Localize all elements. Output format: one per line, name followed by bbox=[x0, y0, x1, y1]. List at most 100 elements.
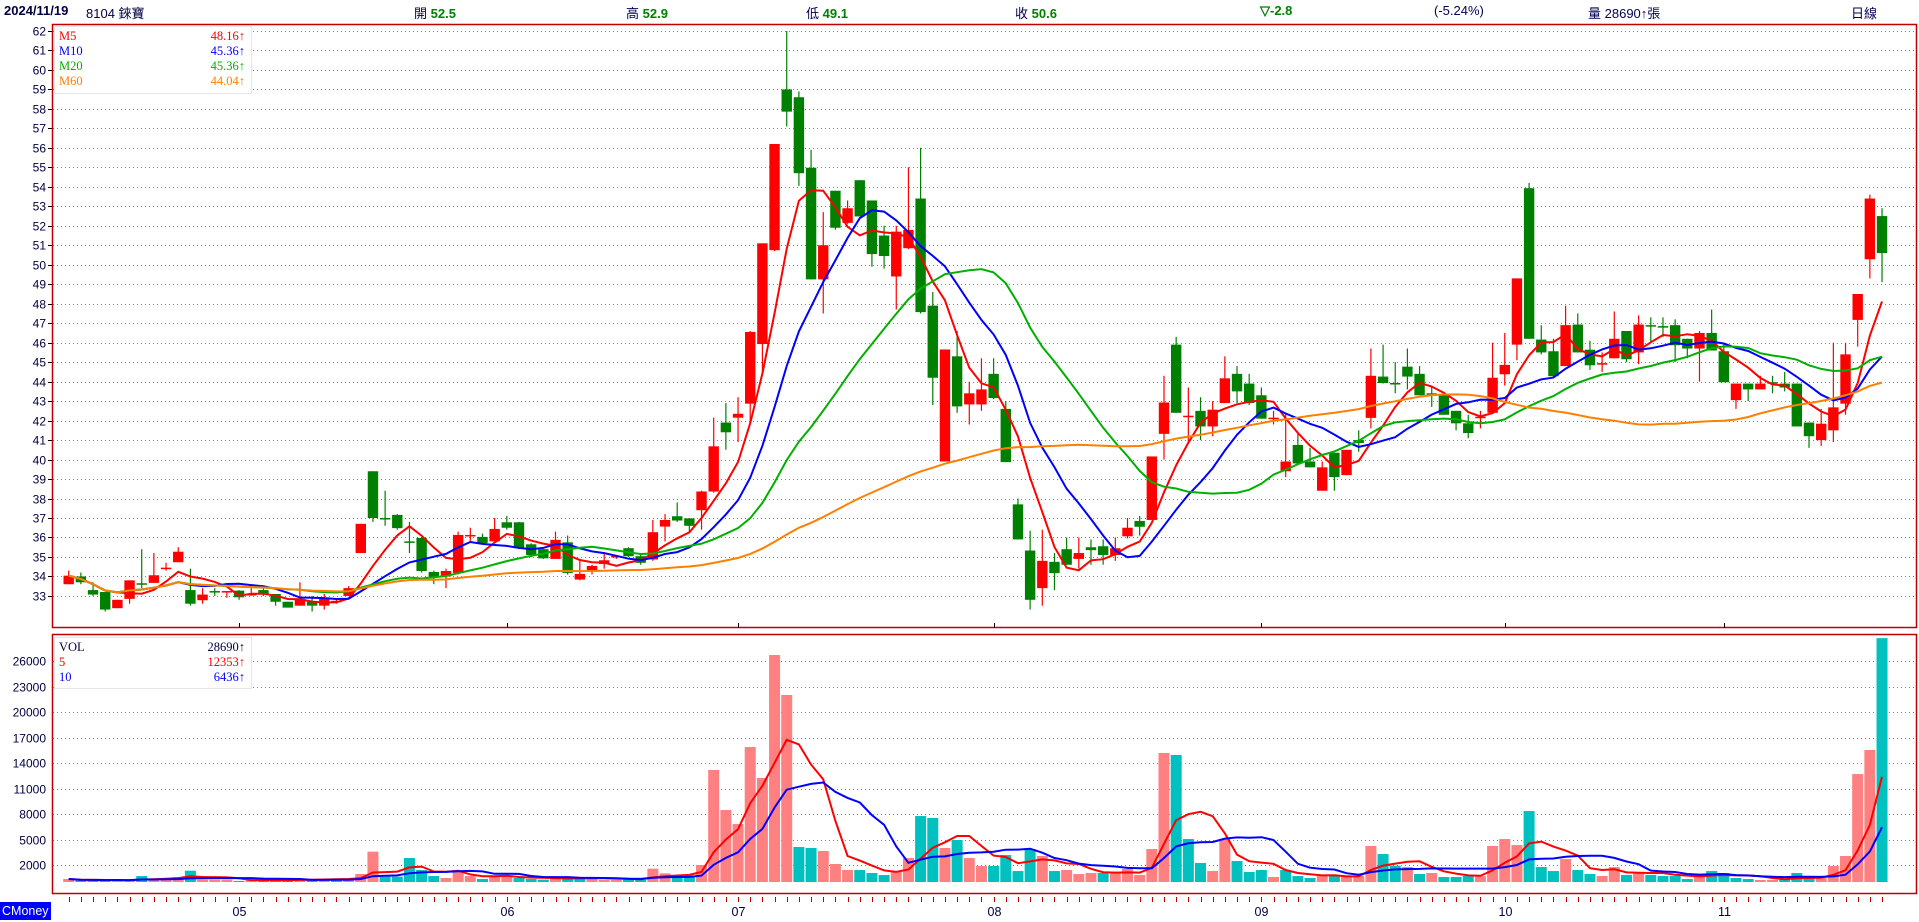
candle-body bbox=[440, 570, 452, 577]
volume-bar bbox=[550, 877, 561, 882]
volume-bar bbox=[1718, 872, 1730, 882]
legend-label: M60 bbox=[59, 74, 83, 88]
legend-m10: M10 45.36↑ bbox=[55, 44, 251, 59]
high-value: 52.9 bbox=[642, 6, 668, 21]
candle-body bbox=[745, 331, 756, 404]
period-selector[interactable]: 日線 bbox=[1851, 6, 1878, 21]
open-label: 開 bbox=[414, 6, 428, 21]
volume-bar bbox=[1170, 755, 1182, 882]
volume-bar bbox=[1000, 854, 1012, 882]
y-tick-label: 46 bbox=[33, 337, 47, 351]
candle-body bbox=[355, 523, 366, 554]
candle-body bbox=[1803, 422, 1815, 437]
y-tick-label: 52 bbox=[33, 220, 47, 234]
candle-body bbox=[1767, 382, 1778, 384]
quote-header: 2024/11/19 8104 錸寶 開 52.5 高 52.9 低 49.1 … bbox=[0, 0, 1919, 22]
legend-value: 45.36↑ bbox=[210, 59, 245, 73]
price-legend: M5 48.16↑ M10 45.36↑ M20 45.36↑ M60 44.04↑ bbox=[54, 26, 252, 94]
y-tick-label: 42 bbox=[33, 415, 47, 429]
volume-bar bbox=[1730, 878, 1742, 882]
candle-body bbox=[586, 565, 598, 571]
y-tick-label: 57 bbox=[33, 122, 47, 136]
volume-bar bbox=[87, 880, 99, 882]
volume-bar bbox=[1547, 871, 1559, 882]
candle-body bbox=[659, 519, 671, 527]
legend-value: 28690↑ bbox=[207, 640, 246, 654]
candle-body bbox=[1268, 417, 1279, 420]
candle-body bbox=[1000, 408, 1011, 463]
y-tick-label: 47 bbox=[33, 317, 47, 331]
candle-body bbox=[1755, 383, 1766, 390]
volume-bar bbox=[99, 880, 111, 882]
volume-bar bbox=[1036, 855, 1048, 882]
volume-bar bbox=[854, 870, 866, 882]
ma10-line bbox=[68, 209, 1883, 601]
candle-body bbox=[1487, 377, 1498, 413]
date: 2024/11/19 bbox=[4, 3, 69, 18]
volume-bar bbox=[1499, 838, 1511, 882]
price-gridlines bbox=[53, 31, 1916, 597]
volume-panel-frame bbox=[51, 633, 1918, 895]
candle-body bbox=[562, 542, 573, 573]
candle-body bbox=[233, 590, 245, 598]
y-tick-label: 5000 bbox=[19, 834, 46, 848]
y-tick-label: 43 bbox=[33, 395, 47, 409]
candle-body bbox=[306, 601, 318, 606]
candle-body bbox=[282, 601, 293, 608]
candle-body bbox=[404, 541, 415, 543]
candle-body bbox=[1170, 344, 1182, 413]
candle-body bbox=[1073, 553, 1085, 559]
volume-bar bbox=[781, 695, 793, 882]
y-tick-label: 34 bbox=[33, 570, 47, 584]
y-tick-label: 55 bbox=[33, 161, 47, 175]
price-y-axis: 62 61 60 59 58 57 56 55 54 53 52 51 50 49 48 47 46 45 44 43… bbox=[33, 25, 52, 604]
volume-bar bbox=[1219, 838, 1231, 882]
x-axis: 05 06 07 08 09 10 11 bbox=[69, 623, 1883, 919]
volume-bar bbox=[1073, 874, 1085, 882]
month-label: 07 bbox=[732, 905, 746, 919]
volume-legend: VOL 28690↑ 5 12353↑ 10 6436↑ bbox=[54, 637, 252, 689]
volume-bar bbox=[148, 879, 160, 882]
volume-bar bbox=[1389, 865, 1401, 882]
volume-bar bbox=[1767, 879, 1778, 882]
candle-body bbox=[1085, 547, 1097, 551]
volume-bar bbox=[1121, 868, 1133, 882]
low-value: 49.1 bbox=[822, 6, 848, 21]
candle-body bbox=[428, 571, 439, 578]
volume-bar bbox=[1572, 870, 1584, 882]
volume-y-axis: 26000 23000 20000 17000 14000 11000 8000 5000 20… bbox=[13, 655, 47, 873]
volume-bar bbox=[1231, 861, 1243, 882]
y-tick-label: 37 bbox=[33, 512, 47, 526]
candle-body bbox=[854, 180, 865, 217]
volume-bar bbox=[1207, 871, 1219, 882]
volume-bar bbox=[647, 868, 659, 882]
candle-body bbox=[1146, 456, 1158, 520]
volume-bar bbox=[1268, 876, 1280, 882]
legend-vol: VOL 28690↑ bbox=[55, 640, 251, 655]
legend-label: 10 bbox=[59, 670, 72, 684]
candle-body bbox=[1122, 527, 1133, 537]
volume-bar bbox=[1608, 867, 1620, 882]
candle-body bbox=[1840, 354, 1851, 404]
open-value: 52.5 bbox=[430, 6, 456, 21]
candle-body bbox=[1511, 278, 1523, 345]
candle-body bbox=[1012, 504, 1024, 540]
candle-body bbox=[1584, 349, 1596, 366]
candle-body bbox=[1365, 375, 1377, 418]
candle-body bbox=[1730, 383, 1742, 401]
month-label: 09 bbox=[1255, 905, 1269, 919]
volume-bar bbox=[598, 879, 610, 882]
y-tick-label: 39 bbox=[33, 473, 47, 487]
y-tick-label: 61 bbox=[33, 44, 47, 58]
legend-label: VOL bbox=[59, 640, 85, 654]
y-tick-label: 14000 bbox=[13, 757, 47, 771]
volume-gridlines bbox=[53, 661, 1916, 866]
volume-bar bbox=[1024, 849, 1036, 882]
candlesticks bbox=[63, 31, 1888, 612]
candle-body bbox=[87, 590, 99, 595]
candle-body bbox=[1183, 415, 1194, 418]
y-tick-label: 50 bbox=[33, 259, 47, 273]
volume-bar bbox=[623, 879, 635, 882]
candle-body bbox=[489, 528, 500, 542]
y-tick-label: 33 bbox=[33, 590, 47, 604]
